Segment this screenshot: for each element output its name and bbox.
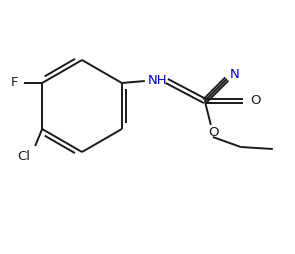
Text: NH: NH [148,74,168,87]
Text: Cl: Cl [17,150,30,163]
Text: O: O [209,126,219,139]
Text: F: F [11,76,18,89]
Text: N: N [230,68,240,81]
Text: O: O [250,94,260,107]
